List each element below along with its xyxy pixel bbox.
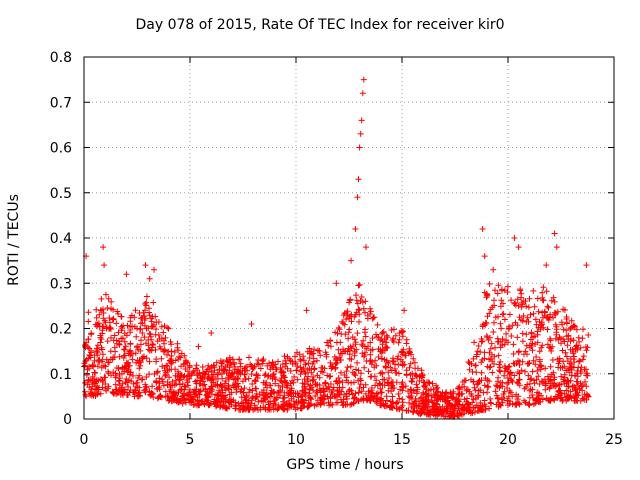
grid (84, 57, 614, 419)
y-tick-label: 0.4 (50, 231, 72, 247)
scatter-markers (81, 76, 592, 420)
chart-title: Day 078 of 2015, Rate Of TEC Index for r… (135, 17, 505, 33)
y-tick-label: 0.5 (50, 186, 72, 202)
data-points (81, 76, 592, 420)
axis-ticks: 0 5 10 15 20 25 0 0.1 0.2 0.3 0.4 0.5 0.6 0.7 0.8 (50, 50, 623, 448)
x-tick-label: 20 (499, 432, 517, 448)
y-tick-label: 0.7 (50, 95, 72, 111)
y-tick-label: 0.6 (50, 141, 72, 157)
x-tick-label: 5 (186, 432, 195, 448)
y-tick-label: 0 (63, 412, 72, 428)
x-tick-label: 0 (80, 432, 89, 448)
x-tick-label: 25 (605, 432, 623, 448)
y-tick-label: 0.8 (50, 50, 72, 66)
x-axis-label: GPS time / hours (286, 457, 404, 473)
x-tick-label: 15 (393, 432, 411, 448)
y-tick-label: 0.1 (50, 367, 72, 383)
x-tick-label: 10 (287, 432, 305, 448)
y-tick-label: 0.3 (50, 276, 72, 292)
y-tick-label: 0.2 (50, 322, 72, 338)
